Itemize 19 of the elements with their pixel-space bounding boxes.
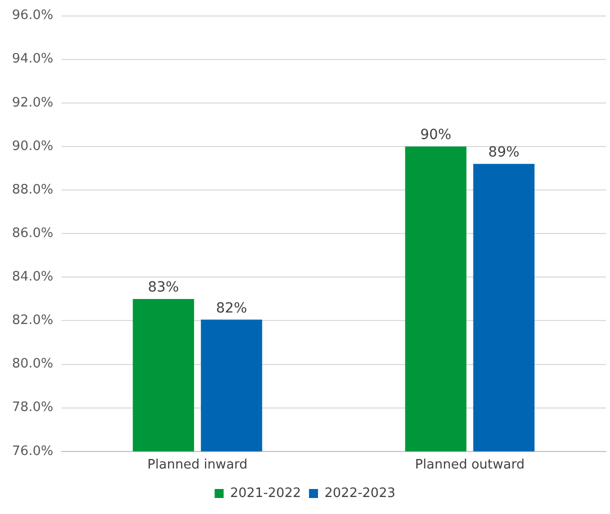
y-tick-label: 86.0% [12, 226, 54, 241]
data-label: 83% [148, 280, 179, 296]
y-tick-label: 94.0% [12, 52, 54, 67]
y-tick-label: 84.0% [12, 270, 54, 285]
y-tick-label: 78.0% [12, 400, 54, 416]
y-tick-label: 88.0% [12, 182, 54, 198]
legend-label: 2022-2023 [324, 486, 396, 501]
x-tick-label: Planned inward [147, 458, 248, 473]
y-tick-label: 82.0% [12, 313, 54, 328]
y-tick-label: 76.0% [12, 444, 54, 459]
y-tick-label: 92.0% [12, 95, 54, 110]
data-label: 82% [216, 300, 248, 316]
data-label: 90% [420, 127, 452, 144]
data-label: 89% [488, 144, 520, 161]
y-tick-label: 96.0% [12, 8, 54, 24]
y-tick-label: 80.0% [12, 356, 54, 372]
legend-label: 2021-2022 [230, 486, 301, 501]
y-tick-label: 90.0% [12, 138, 54, 154]
x-tick-label: Planned outward [415, 458, 525, 473]
